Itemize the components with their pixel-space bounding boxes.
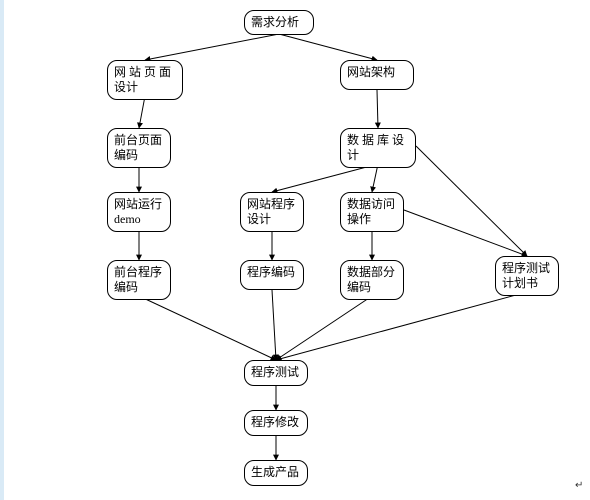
flowchart-canvas: 需求分析网 站 页 面 设计 网站架构前台页面 编码 数 据 库 设 计网站运行 d…: [0, 0, 590, 500]
edge-n1-n3: [279, 34, 377, 60]
flowchart-node-n10: 程序编码: [240, 260, 304, 290]
edge-n11-n13: [276, 296, 372, 360]
edge-n10-n13: [272, 290, 276, 360]
flowchart-node-n14: 程序修改: [244, 410, 308, 436]
flowchart-node-n1: 需求分析: [244, 10, 314, 35]
flowchart-node-n15: 生成产品: [244, 460, 308, 486]
flowchart-node-n12: 程序测试 计划书: [495, 256, 559, 296]
edge-n5-n7: [272, 164, 378, 192]
flowchart-node-n7: 网站程序 设计: [240, 192, 304, 232]
flowchart-node-n11: 数据部分 编码: [340, 260, 404, 300]
flowchart-node-n4: 前台页面 编码: [107, 128, 171, 168]
edge-n5-n8: [372, 164, 378, 192]
edge-n8-n12: [404, 210, 527, 256]
flowchart-node-n6: 网站运行 demo: [107, 192, 171, 232]
left-margin-rule: [0, 0, 4, 500]
flowchart-node-n8: 数据访问 操作: [340, 192, 404, 232]
flowchart-node-n5: 数 据 库 设 计: [340, 128, 416, 168]
flowchart-node-n13: 程序测试: [244, 360, 308, 386]
edge-n5-n12: [416, 146, 527, 256]
edge-n2-n4: [139, 96, 145, 128]
flowchart-node-n2: 网 站 页 面 设计: [107, 60, 183, 100]
edge-n3-n5: [377, 90, 378, 128]
flowchart-node-n9: 前台程序 编码: [107, 260, 171, 300]
paragraph-mark: ↵: [575, 480, 583, 491]
edge-n9-n13: [139, 296, 276, 360]
edge-n1-n2: [145, 34, 279, 60]
flowchart-node-n3: 网站架构: [340, 60, 414, 90]
edge-n12-n13: [276, 292, 527, 360]
